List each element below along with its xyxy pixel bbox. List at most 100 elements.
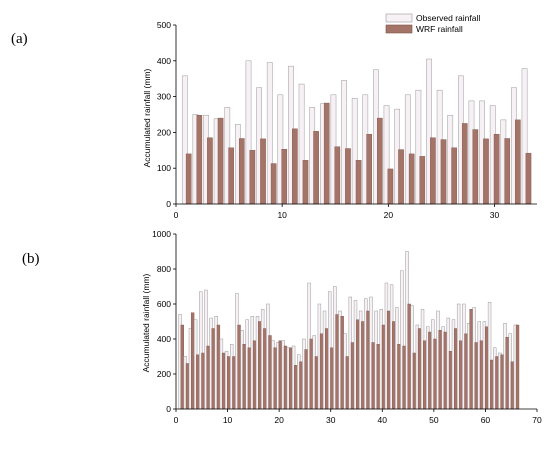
bar-wrf-b-2	[185, 363, 190, 410]
bar-wrf-a-30	[493, 133, 500, 205]
bar-wrf-b-22	[288, 347, 293, 410]
bar-wrf-b-20	[278, 340, 282, 410]
bar-wrf-b-38	[371, 342, 375, 410]
bar-wrf-b-63	[500, 354, 504, 410]
bar-wrf-b-8	[216, 324, 221, 410]
bar-wrf-b-12	[237, 324, 241, 410]
bar-wrf-b-14	[247, 347, 252, 410]
y-tick-label-b: 800	[157, 264, 171, 274]
bar-wrf-b-11	[232, 356, 236, 410]
bar-wrf-b-10	[227, 356, 231, 410]
y-tick-label-a: 100	[157, 163, 171, 173]
bar-wrf-a-26	[451, 147, 457, 205]
bar-wrf-a-1	[185, 153, 192, 205]
bar-wrf-b-55	[459, 340, 463, 410]
bar-wrf-a-20	[387, 168, 394, 205]
bar-wrf-a-7	[249, 150, 256, 205]
bar-wrf-a-6	[238, 138, 245, 205]
bar-wrf-b-6	[206, 345, 210, 410]
bar-wrf-b-36	[361, 321, 365, 410]
bar-wrf-b-27	[314, 356, 319, 410]
bar-wrf-b-46	[412, 352, 417, 410]
bar-wrf-b-28	[319, 333, 324, 410]
y-tick-label-a: 500	[157, 20, 171, 30]
y-tick-label-a: 300	[157, 92, 171, 102]
bar-wrf-b-39	[376, 344, 380, 410]
bar-wrf-b-1	[180, 324, 184, 410]
bar-wrf-a-16	[345, 148, 351, 205]
bar-wrf-b-37	[366, 310, 370, 410]
y-tick-label-b: 1000	[152, 229, 171, 239]
bar-wrf-a-10	[281, 149, 288, 205]
bar-wrf-a-3	[207, 137, 213, 205]
bar-wrf-b-26	[309, 338, 313, 410]
bar-wrf-b-56	[464, 333, 468, 410]
bar-wrf-b-51	[438, 330, 442, 410]
bar-wrf-b-53	[448, 351, 453, 410]
y-tick-label-b: 600	[157, 299, 171, 309]
x-tick-label-b: 40	[378, 415, 388, 425]
bar-wrf-b-61	[490, 359, 494, 410]
bar-wrf-a-29	[483, 138, 489, 205]
bar-wrf-a-28	[472, 129, 479, 205]
axes-a: 0 100 200 300 400 500 0 10 20 30	[157, 20, 537, 220]
panel-label-b: (b)	[22, 251, 40, 267]
bars-a	[181, 58, 532, 205]
bar-wrf-b-31	[335, 314, 339, 410]
bar-wrf-b-48	[423, 340, 427, 410]
bar-wrf-b-30	[330, 347, 334, 410]
bar-wrf-a-27	[461, 123, 468, 205]
bar-wrf-a-21	[398, 149, 404, 205]
bar-wrf-b-3	[190, 312, 195, 410]
bar-wrf-b-32	[340, 316, 344, 410]
x-tick-label-b: 10	[223, 415, 233, 425]
bar-wrf-b-52	[443, 331, 447, 410]
bar-wrf-a-13	[313, 131, 319, 205]
bar-wrf-a-32	[515, 119, 521, 205]
bar-wrf-a-5	[228, 147, 234, 205]
bar-wrf-a-18	[366, 133, 373, 205]
bar-wrf-b-58	[474, 342, 478, 410]
legend-label-observed: Observed rainfall	[416, 13, 480, 23]
bar-wrf-b-49	[428, 331, 432, 410]
bar-wrf-a-23	[419, 156, 426, 205]
bar-wrf-a-22	[408, 153, 415, 205]
bar-wrf-b-64	[505, 337, 509, 410]
y-axis-title-a: Accumulated rainfall (mm)	[142, 68, 152, 167]
bar-wrf-b-29	[325, 328, 329, 410]
bar-wrf-b-5	[201, 352, 205, 410]
bar-wrf-b-47	[417, 328, 422, 410]
bar-wrf-b-25	[304, 349, 308, 410]
bar-wrf-b-60	[484, 326, 489, 410]
panel-label-a: (a)	[11, 31, 28, 47]
legend-swatch-wrf	[385, 24, 413, 34]
bar-wrf-b-16	[258, 321, 262, 410]
chart-panel-b: 0 200 400 600 800 1000 0 10 20 30 40 50 60 70 Accumul…	[141, 229, 542, 425]
legend-swatch-observed	[385, 13, 413, 23]
bar-wrf-a-9	[270, 163, 277, 205]
bar-wrf-b-45	[407, 303, 411, 410]
axes-b: 0 200 400 600 800 1000 0 10 20 30 40 50 60 70	[152, 229, 542, 425]
x-tick-label-b: 60	[481, 415, 491, 425]
x-tick-label-b: 70	[532, 415, 542, 425]
x-tick-label-a: 30	[490, 210, 500, 220]
x-tick-label-a: 20	[384, 210, 394, 220]
y-tick-label-b: 0	[166, 404, 171, 414]
y-axis-title-b: Accumulated rainfall (mm)	[141, 273, 151, 372]
bar-wrf-a-14	[323, 102, 330, 205]
bar-wrf-a-19	[377, 117, 383, 205]
bar-wrf-b-66	[515, 324, 520, 410]
bar-wrf-b-7	[211, 328, 215, 410]
y-tick-label-a: 0	[166, 199, 171, 209]
legend: Observed rainfall WRF rainfall	[385, 13, 480, 34]
bar-wrf-b-21	[283, 345, 288, 410]
bar-wrf-a-11	[292, 128, 298, 205]
x-tick-label-a: 10	[277, 210, 287, 220]
bar-wrf-b-18	[268, 335, 272, 410]
bar-wrf-b-65	[510, 361, 515, 410]
bar-wrf-a-15	[334, 146, 341, 205]
bar-wrf-b-35	[356, 319, 360, 410]
bar-wrf-b-13	[242, 344, 246, 410]
bar-wrf-b-41	[386, 310, 391, 410]
y-tick-label-a: 400	[157, 56, 171, 66]
